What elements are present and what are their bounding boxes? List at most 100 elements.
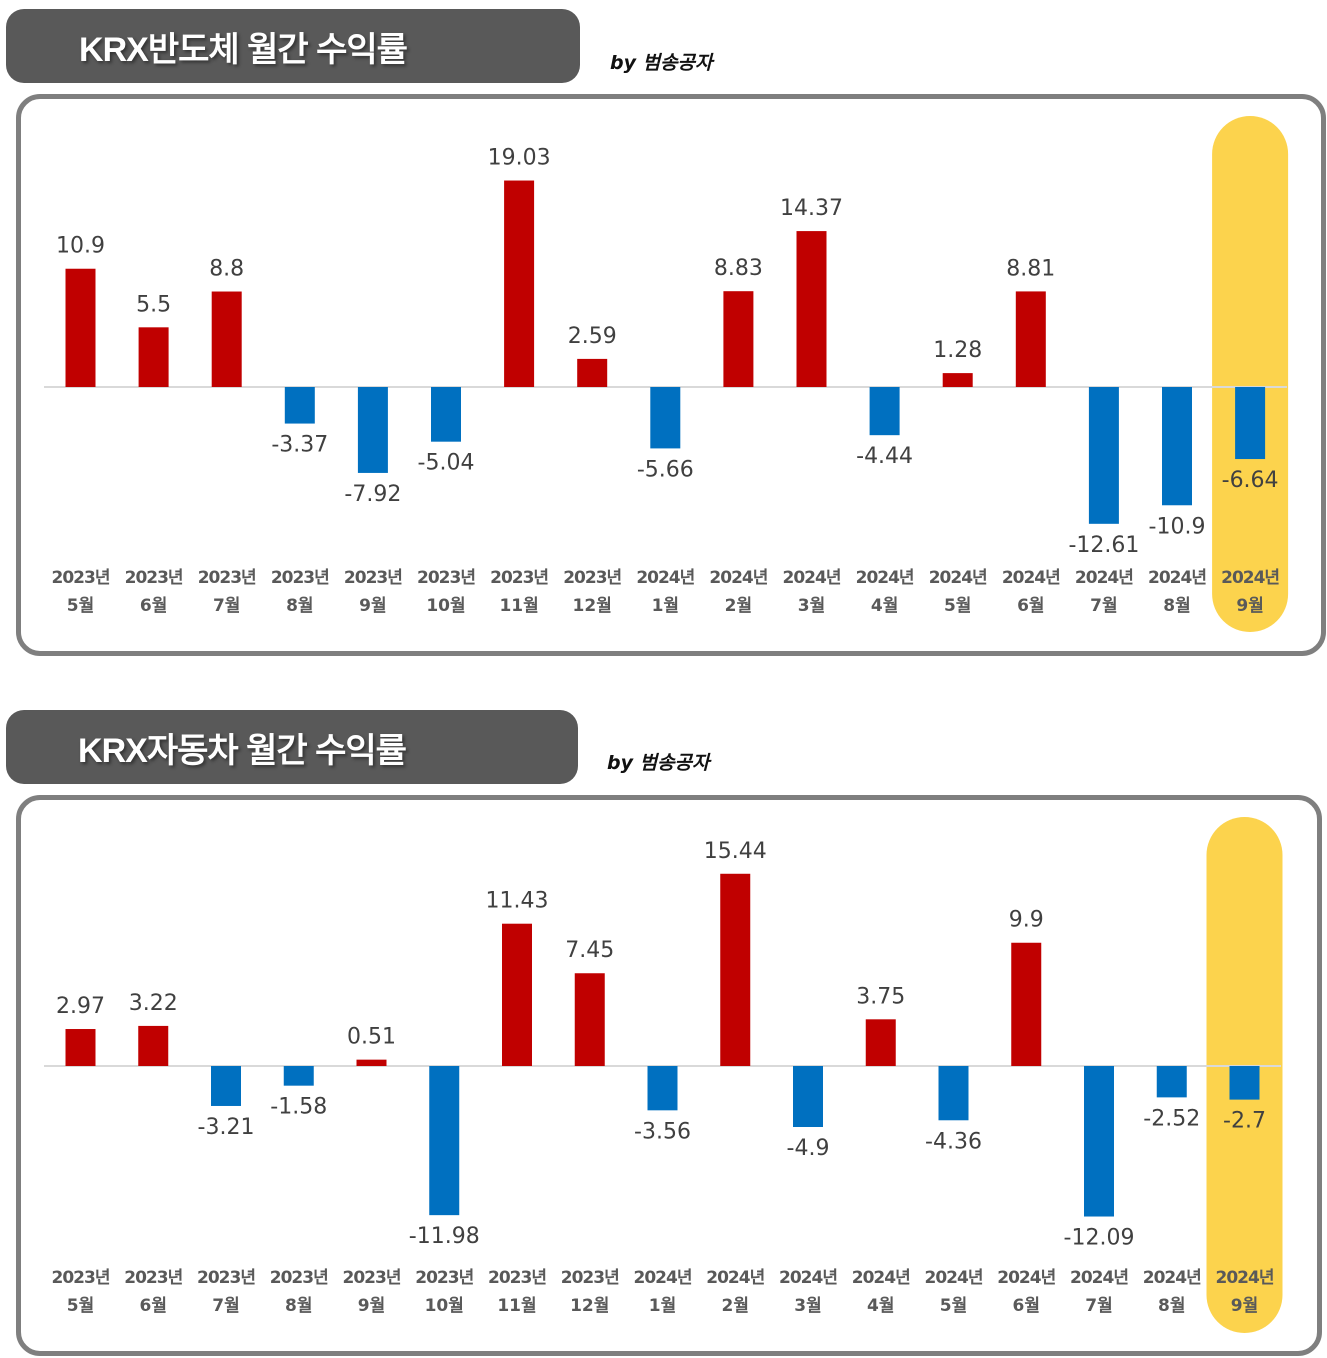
data-label: 8.83 (714, 256, 763, 281)
x-tick-label-month: 12월 (570, 1296, 609, 1316)
x-tick-label-month: 7월 (212, 1296, 239, 1316)
data-label: 3.22 (129, 991, 178, 1016)
x-tick-label-month: 2월 (722, 1296, 749, 1316)
bar (65, 1029, 96, 1066)
x-tick-label-year: 2024년 (783, 568, 841, 588)
x-tick-label-year: 2023년 (417, 568, 475, 588)
x-tick-label-month: 5월 (940, 1296, 967, 1316)
highlight-marker (1212, 116, 1289, 632)
x-tick-label-month: 6월 (1013, 1296, 1040, 1316)
x-tick-label-year: 2023년 (415, 1268, 473, 1288)
x-tick-label-year: 2023년 (343, 1268, 401, 1288)
x-tick-label-year: 2023년 (52, 568, 110, 588)
chart-1-title: KRX반도체 월간 수익률 (79, 30, 408, 69)
x-tick-label-year: 2024년 (1148, 568, 1206, 588)
x-tick-label-year: 2023년 (490, 568, 548, 588)
x-tick-label-month: 6월 (140, 596, 167, 616)
x-tick-label-month: 7월 (213, 596, 240, 616)
data-label: 2.59 (568, 324, 617, 349)
x-tick-label-month: 6월 (1017, 596, 1044, 616)
chart-1-plot: 10.9 2023년 5월 5.5 2023년 6월 8.8 2023년 7월 -3.37 2023… (44, 116, 1289, 632)
data-label: 11.43 (486, 889, 549, 914)
bar (574, 973, 605, 1066)
data-label: -6.64 (1222, 468, 1279, 493)
data-label: -12.61 (1068, 533, 1139, 558)
data-label: -7.92 (344, 482, 401, 507)
x-tick-label-year: 2024년 (997, 1268, 1055, 1288)
data-label: 5.5 (136, 292, 171, 317)
x-tick-label-year: 2023년 (563, 568, 621, 588)
bar (284, 387, 315, 424)
x-tick-label-month: 5월 (944, 596, 971, 616)
bar (502, 923, 532, 1066)
x-tick-label-month: 12월 (573, 596, 612, 616)
x-tick-label-year: 2024년 (1143, 1268, 1201, 1288)
x-tick-label-month: 10월 (426, 596, 465, 616)
x-tick-label-month: 3월 (798, 596, 825, 616)
x-tick-label-year: 2024년 (1216, 1268, 1274, 1288)
bar (504, 180, 535, 387)
bar (431, 387, 461, 442)
data-label: 7.45 (565, 938, 614, 963)
chart-1-byline: by 범송공자 (610, 52, 713, 74)
data-label: -4.44 (856, 444, 913, 469)
x-tick-label-month: 9월 (358, 1296, 385, 1316)
data-label: -3.21 (198, 1115, 255, 1140)
x-tick-label-month: 11월 (497, 1296, 536, 1316)
data-label: -5.04 (418, 451, 475, 476)
bar (796, 231, 827, 387)
x-tick-label-year: 2024년 (636, 568, 694, 588)
bar (65, 268, 96, 387)
data-label: 1.28 (933, 338, 982, 363)
data-label: -2.52 (1143, 1106, 1200, 1131)
x-tick-label-year: 2024년 (1221, 568, 1279, 588)
data-label: -2.7 (1223, 1109, 1266, 1134)
x-tick-label-month: 8월 (286, 596, 313, 616)
x-tick-label-month: 4월 (867, 1296, 894, 1316)
x-tick-label-month: 7월 (1090, 596, 1117, 616)
bar (1235, 387, 1266, 460)
bar (1156, 1066, 1187, 1098)
bar (720, 873, 751, 1066)
x-tick-label-year: 2023년 (271, 568, 329, 588)
x-tick-label-month: 10월 (425, 1296, 464, 1316)
data-label: -3.37 (271, 433, 328, 458)
x-tick-label-year: 2024년 (1070, 1268, 1128, 1288)
bar (138, 1025, 169, 1066)
x-tick-label-year: 2023년 (270, 1268, 328, 1288)
x-tick-label-month: 3월 (794, 1296, 821, 1316)
data-label: 10.9 (56, 234, 105, 259)
bar (138, 327, 169, 387)
chart-2-title-tab: KRX자동차 월간 수익률 (6, 710, 578, 784)
data-label: -5.66 (637, 457, 694, 482)
data-label: -11.98 (409, 1224, 480, 1249)
x-tick-label-month: 9월 (1231, 1296, 1258, 1316)
x-tick-label-year: 2024년 (709, 568, 767, 588)
data-label: 15.44 (704, 839, 767, 864)
x-tick-label-year: 2023년 (344, 568, 402, 588)
data-label: 2.97 (56, 994, 105, 1019)
bar (1084, 1066, 1114, 1217)
x-tick-label-year: 2024년 (929, 568, 987, 588)
x-tick-label-month: 6월 (140, 1296, 167, 1316)
bar (356, 1059, 387, 1066)
x-tick-label-month: 8월 (285, 1296, 312, 1316)
x-tick-label-year: 2023년 (125, 568, 183, 588)
bar (211, 1066, 241, 1106)
bar (1015, 291, 1046, 387)
bar (865, 1019, 896, 1066)
x-tick-label-month: 1월 (652, 596, 679, 616)
x-tick-label-year: 2023년 (488, 1268, 546, 1288)
x-tick-label-month: 8월 (1163, 596, 1190, 616)
x-tick-label-year: 2023년 (124, 1268, 182, 1288)
x-tick-label-year: 2024년 (852, 1268, 910, 1288)
x-tick-label-year: 2024년 (1075, 568, 1133, 588)
data-label: -4.36 (925, 1129, 982, 1154)
x-tick-label-year: 2024년 (779, 1268, 837, 1288)
bar (869, 387, 900, 436)
chart-2-byline: by 범송공자 (607, 752, 710, 774)
data-label: 0.51 (347, 1025, 396, 1050)
x-tick-label-month: 8월 (1158, 1296, 1185, 1316)
bar (938, 1066, 969, 1121)
